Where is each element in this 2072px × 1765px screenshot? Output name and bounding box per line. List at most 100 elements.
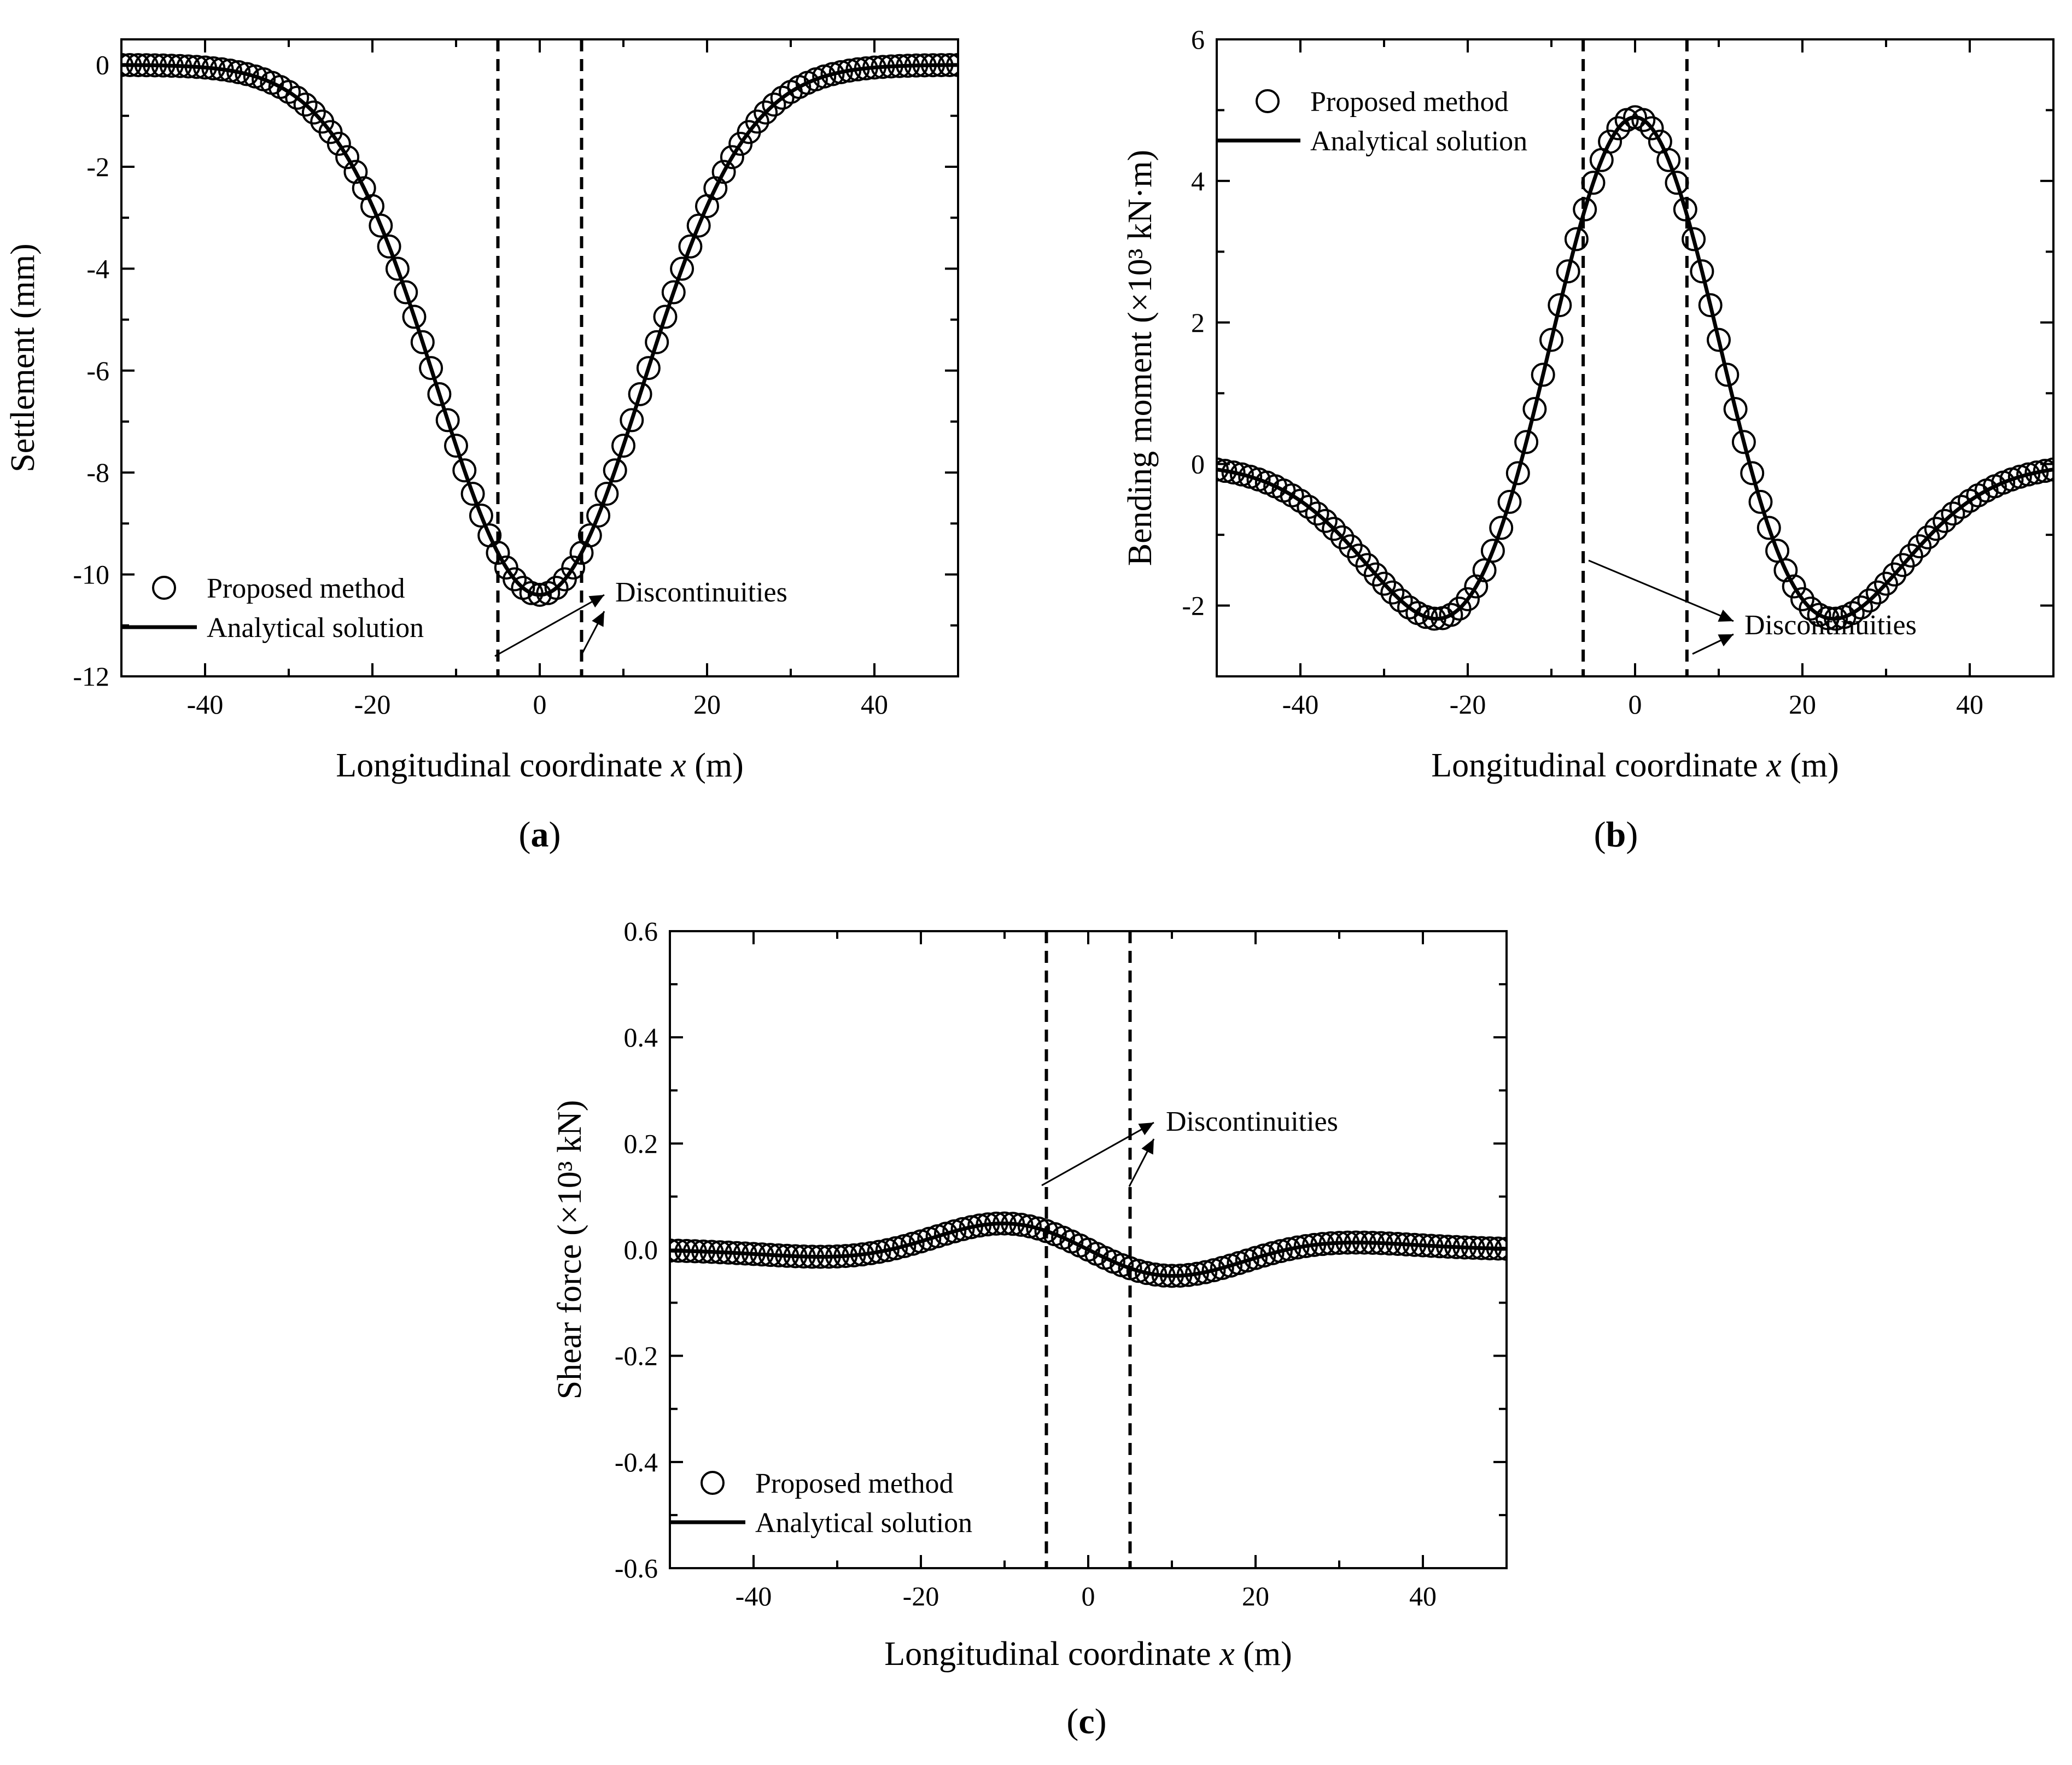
data-point (1344, 1230, 1368, 1255)
y-tick-label: 0.0 (624, 1235, 658, 1265)
annotation-arrow-head-1 (1718, 609, 1734, 622)
data-point (1824, 606, 1848, 631)
data-point (828, 60, 853, 84)
data-point (699, 1240, 724, 1264)
data-point (121, 52, 142, 77)
data-point (950, 1217, 975, 1241)
data-point (1522, 397, 1547, 422)
data-point (1452, 1235, 1477, 1260)
y-tick-label: -12 (73, 661, 109, 692)
discontinuities-annotation: Discontinuities (1166, 1106, 1338, 1137)
proposed-method-series (1217, 105, 2053, 631)
data-point (937, 52, 958, 77)
data-point (402, 305, 427, 329)
data-point (1731, 430, 1756, 454)
data-point (1899, 543, 1923, 568)
data-point (1369, 1231, 1393, 1255)
data-point (1322, 517, 1346, 541)
data-point (552, 567, 577, 592)
discontinuities-annotation: Discontinuities (1744, 610, 1917, 641)
y-axis-title: Shear force (×10³ kN) (551, 1100, 588, 1400)
data-point (1890, 553, 1915, 577)
data-point (1439, 603, 1463, 627)
data-point (1573, 197, 1597, 221)
x-tick-label: 20 (1789, 689, 1816, 720)
x-tick-label: -40 (1282, 689, 1319, 720)
data-point (896, 54, 920, 78)
data-point (1435, 1235, 1460, 1259)
data-point (1268, 1239, 1293, 1264)
data-point (1489, 516, 1514, 540)
data-point (1865, 580, 1890, 605)
data-point (1151, 1263, 1176, 1288)
x-axis-title: Longitudinal coordinate x (m) (884, 1635, 1292, 1673)
data-point (1017, 1214, 1042, 1238)
y-tick-label: -0.4 (615, 1447, 658, 1477)
data-point (1514, 430, 1539, 454)
data-point (1297, 495, 1321, 519)
y-tick-label: 0 (1191, 449, 1205, 480)
data-point (2033, 459, 2053, 483)
x-tick-label: -40 (187, 689, 224, 720)
data-point (1168, 1264, 1193, 1288)
data-point (151, 53, 176, 78)
data-point (770, 85, 795, 110)
data-point (193, 55, 217, 80)
data-point (825, 1244, 849, 1269)
data-point (670, 256, 694, 281)
data-point (1327, 1231, 1351, 1255)
data-point (561, 555, 586, 580)
y-tick-label: -0.2 (615, 1341, 658, 1371)
data-point (921, 53, 945, 78)
data-point (184, 55, 209, 79)
legend: Proposed method Analytical solution (1217, 86, 1527, 157)
y-tick-label: -2 (1182, 591, 1205, 621)
panel-tag: (a) (519, 815, 561, 855)
data-point (1486, 1236, 1507, 1261)
data-point (1388, 588, 1413, 613)
data-point (800, 1244, 825, 1269)
data-point (1160, 1264, 1184, 1288)
annotation-arrow-head-1 (1138, 1123, 1154, 1136)
data-point (820, 62, 845, 86)
data-point (1402, 1232, 1427, 1257)
data-point (1480, 539, 1505, 563)
data-point (410, 330, 435, 354)
data-point (1176, 1263, 1201, 1287)
data-point (1748, 489, 1773, 514)
y-tick-label: -10 (73, 559, 109, 590)
data-point (708, 1240, 732, 1265)
proposed-method-series (670, 1211, 1507, 1288)
y-tick-label: -2 (86, 151, 109, 182)
data-point (2041, 457, 2053, 482)
data-point (716, 1240, 741, 1265)
data-point (1456, 587, 1480, 611)
annotation-arrow-head-2 (1718, 634, 1734, 647)
data-point (1949, 495, 1974, 519)
data-point (711, 160, 736, 184)
data-point (636, 356, 661, 381)
data-point (1941, 501, 1965, 526)
data-point (867, 1240, 891, 1264)
y-tick-label: 0.6 (624, 916, 658, 946)
data-point (577, 523, 602, 548)
data-point (1682, 227, 1706, 252)
data-point (1698, 293, 1723, 318)
y-tick-label: 6 (1191, 24, 1205, 55)
data-point (318, 120, 343, 144)
data-point (528, 582, 552, 607)
data-point (1135, 1261, 1159, 1285)
data-point (1740, 461, 1765, 486)
data-point (1184, 1261, 1209, 1286)
data-point (1782, 574, 1806, 599)
data-point (385, 256, 410, 281)
x-tick-label: 20 (693, 689, 721, 720)
data-point (1874, 571, 1898, 596)
y-tick-label: 0.2 (624, 1128, 658, 1159)
data-point (218, 59, 242, 83)
data-point (670, 1238, 691, 1263)
data-point (1277, 1237, 1301, 1261)
